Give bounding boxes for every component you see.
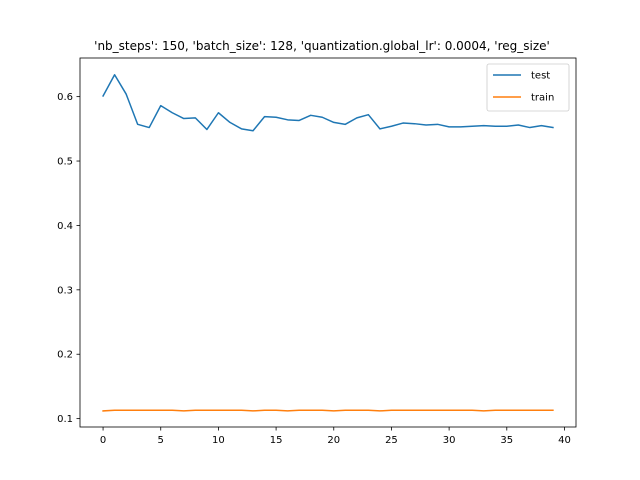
x-tick-label: 35 — [500, 435, 513, 446]
y-tick-label: 0.4 — [57, 221, 73, 232]
series-layer — [102, 73, 554, 412]
legend-box — [486, 63, 570, 112]
series-line-train — [102, 409, 554, 412]
y-tick-label: 0.1 — [57, 414, 73, 425]
y-tick-label: 0.5 — [57, 157, 73, 168]
axes-layer: 0 5 10 15 20 25 30 35 40 0.1 0.2 0.3 0.4 0.5 0.6 — [57, 57, 577, 446]
x-tick-label: 40 — [558, 435, 571, 446]
x-tick-label: 10 — [212, 435, 225, 446]
legend-label-test: test — [531, 71, 550, 82]
legend: test train — [486, 63, 570, 112]
x-tick-label: 25 — [385, 435, 398, 446]
series-line-test — [102, 73, 554, 132]
chart-title: 'nb_steps': 150, 'batch_size': 128, 'qua… — [94, 39, 550, 53]
x-tick-label: 0 — [100, 435, 106, 446]
legend-label-train: train — [531, 93, 554, 104]
axes-frame — [79, 57, 577, 428]
y-tick-label: 0.6 — [57, 92, 73, 103]
x-tick-label: 30 — [443, 435, 456, 446]
x-tick-label: 15 — [270, 435, 283, 446]
x-tick-label: 5 — [158, 435, 164, 446]
x-tick-label: 20 — [327, 435, 340, 446]
y-tick-label: 0.2 — [57, 350, 73, 361]
y-tick-label: 0.3 — [57, 285, 73, 296]
plot-area — [80, 58, 576, 427]
